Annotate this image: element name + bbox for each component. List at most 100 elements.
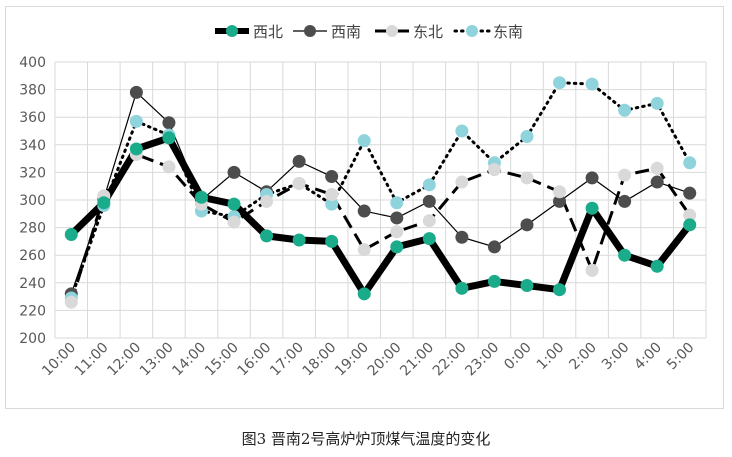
- x-tick-label: 15:00: [202, 340, 242, 380]
- data-point: [422, 194, 436, 208]
- data-point: [129, 114, 143, 128]
- data-point: [683, 156, 697, 170]
- legend-label: 西南: [331, 23, 361, 41]
- data-point: [227, 215, 241, 229]
- y-tick-label: 340: [19, 138, 46, 154]
- data-point: [650, 161, 664, 175]
- data-point: [553, 283, 567, 297]
- y-tick-label: 380: [19, 83, 46, 99]
- x-tick-label: 13:00: [137, 340, 177, 380]
- x-tick-label: 5:00: [664, 340, 698, 374]
- data-point: [292, 176, 306, 190]
- series-line-0: [68, 134, 693, 298]
- y-tick-label: 360: [19, 110, 46, 126]
- data-point: [585, 201, 599, 215]
- x-tick-label: 14:00: [169, 340, 209, 380]
- data-point: [97, 196, 111, 210]
- data-point: [390, 240, 404, 254]
- x-tick-label: 18:00: [300, 340, 340, 380]
- data-point: [520, 171, 534, 185]
- data-point: [357, 204, 371, 218]
- data-point: [390, 196, 404, 210]
- data-point: [618, 103, 632, 117]
- data-point: [487, 240, 501, 254]
- data-point: [390, 211, 404, 225]
- data-point: [194, 190, 208, 204]
- data-point: [129, 85, 143, 99]
- data-point: [487, 274, 501, 288]
- data-point: [520, 218, 534, 232]
- y-tick-label: 300: [19, 193, 46, 209]
- data-point: [585, 171, 599, 185]
- legend-label: 东北: [413, 23, 443, 41]
- data-point: [260, 229, 274, 243]
- data-point: [422, 232, 436, 246]
- x-tick-label: 20:00: [365, 340, 405, 380]
- data-point: [357, 134, 371, 148]
- data-point: [520, 130, 534, 144]
- y-tick-label: 400: [19, 55, 46, 71]
- data-point: [162, 116, 176, 130]
- data-point: [129, 142, 143, 156]
- legend-swatch-marker: [466, 25, 478, 37]
- legend-swatch-marker: [386, 25, 398, 37]
- data-point: [422, 214, 436, 228]
- data-point: [553, 194, 567, 208]
- data-point: [422, 178, 436, 192]
- y-tick-label: 320: [19, 165, 46, 181]
- data-point: [455, 124, 469, 138]
- data-point: [357, 287, 371, 301]
- data-point: [650, 259, 664, 273]
- x-tick-label: 3:00: [599, 340, 633, 374]
- x-tick-label: 4:00: [631, 340, 665, 374]
- legend-swatch-marker: [304, 25, 316, 37]
- data-point: [683, 186, 697, 200]
- legend-swatch-marker: [226, 25, 238, 37]
- data-point: [162, 131, 176, 145]
- data-point: [292, 233, 306, 247]
- data-point: [357, 243, 371, 257]
- data-point: [162, 160, 176, 174]
- legend-label: 东南: [493, 23, 523, 41]
- data-point: [292, 154, 306, 168]
- data-point: [390, 225, 404, 239]
- data-point: [520, 279, 534, 293]
- y-tick-label: 200: [19, 331, 46, 347]
- data-point: [618, 248, 632, 262]
- x-tick-label: 12:00: [104, 340, 144, 380]
- data-point: [325, 234, 339, 248]
- data-point: [455, 230, 469, 244]
- x-tick-label: 19:00: [332, 340, 372, 380]
- data-point: [455, 281, 469, 295]
- y-tick-label: 260: [19, 248, 46, 264]
- x-tick-label: 21:00: [397, 340, 437, 380]
- data-point: [618, 168, 632, 182]
- data-point: [260, 194, 274, 208]
- data-point: [650, 175, 664, 189]
- data-point: [585, 263, 599, 277]
- x-tick-label: 23:00: [462, 340, 502, 380]
- data-point: [64, 295, 78, 309]
- x-tick-label: 11:00: [72, 340, 112, 380]
- data-point: [487, 163, 501, 177]
- legend-label: 西北: [253, 23, 283, 41]
- figure-caption: 图3 晋南2号高炉炉顶煤气温度的变化: [241, 430, 491, 448]
- series-line-2: [69, 152, 691, 303]
- y-tick-label: 220: [19, 303, 46, 319]
- data-point: [455, 175, 469, 189]
- data-point: [325, 170, 339, 184]
- data-point: [227, 165, 241, 179]
- x-tick-label: 2:00: [566, 340, 600, 374]
- data-point: [227, 197, 241, 211]
- data-point: [585, 77, 599, 91]
- data-point: [64, 228, 78, 241]
- data-point: [683, 218, 697, 232]
- y-tick-label: 240: [19, 276, 46, 292]
- data-point: [650, 96, 664, 110]
- x-tick-label: 16:00: [235, 340, 275, 380]
- data-point: [553, 76, 567, 90]
- data-point: [683, 208, 697, 222]
- data-point: [325, 187, 339, 201]
- x-tick-label: 0:00: [501, 340, 535, 374]
